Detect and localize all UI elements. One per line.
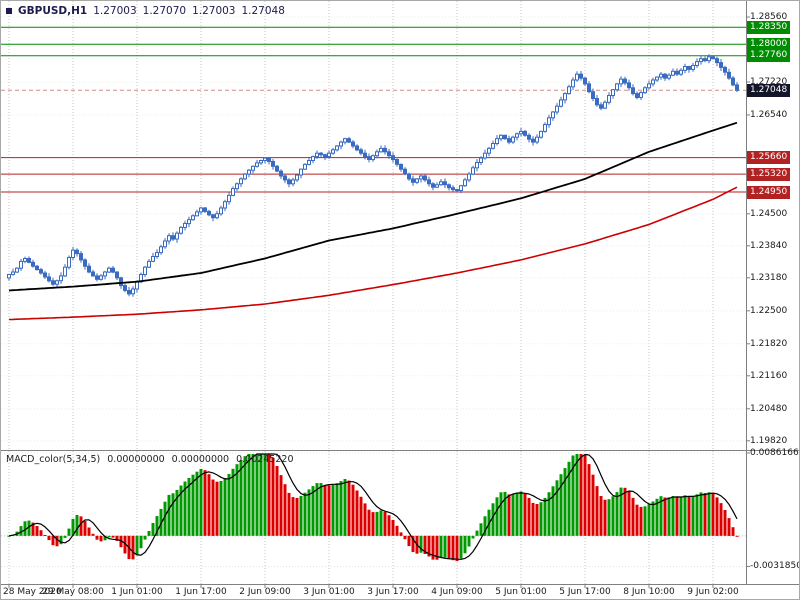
price-high: 1.27070: [142, 5, 187, 17]
chart-icon: [6, 8, 12, 14]
price-low: 1.27003: [192, 5, 236, 17]
price-open: 1.27003: [93, 5, 137, 17]
indicator-name: MACD_color(5,34,5): [6, 454, 101, 465]
indicator-title: MACD_color(5,34,5) 0.00000000 0.00000000…: [6, 454, 294, 465]
indicator-value-1: 0.00000000: [171, 454, 230, 465]
indicator-value-0: 0.00000000: [107, 454, 165, 465]
chart-title: GBPUSD,H1 1.27003 1.27070 1.27003 1.2704…: [6, 5, 285, 17]
indicator-value-2: 0.00245220: [236, 454, 294, 465]
symbol-label: GBPUSD,H1: [18, 5, 88, 17]
price-close: 1.27048: [241, 5, 285, 17]
